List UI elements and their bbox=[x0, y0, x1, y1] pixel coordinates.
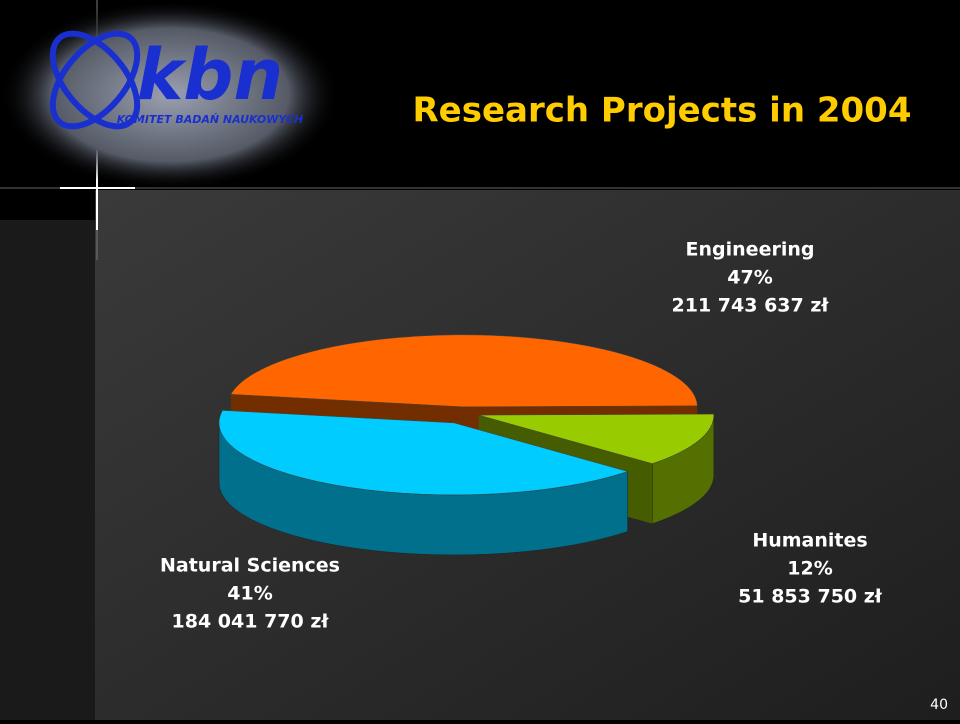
slice bbox=[230, 334, 698, 408]
category-label: Natural Sciences bbox=[160, 555, 340, 577]
logo-orbit bbox=[49, 30, 141, 130]
value-label: 41% bbox=[227, 583, 272, 605]
logo-subtitle: KOMITET BADAŃ NAUKOWYCH bbox=[117, 113, 303, 126]
title-shadow: Research Projects in 2004 bbox=[415, 94, 914, 134]
pie bbox=[218, 334, 715, 556]
slice bbox=[218, 410, 629, 496]
chart-title: Research Projects in 2004 bbox=[412, 91, 911, 131]
slice bbox=[478, 413, 715, 464]
labels: Engineering 47% 211 743 637 zł Humanites 12%… bbox=[160, 239, 883, 633]
category-label: Engineering bbox=[686, 239, 815, 261]
left-column bbox=[0, 220, 95, 720]
amount-label: 51 853 750 zł bbox=[738, 586, 883, 608]
category-label: Humanites bbox=[752, 530, 867, 552]
amount-label: 211 743 637 zł bbox=[672, 295, 830, 317]
value-label: 12% bbox=[787, 558, 832, 580]
amount-label: 184 041 770 zł bbox=[172, 611, 330, 633]
page-number: 40 bbox=[930, 697, 948, 713]
logo-orbit bbox=[49, 30, 141, 130]
value-label: 47% bbox=[727, 267, 772, 289]
logo-text: kbn bbox=[137, 34, 284, 116]
